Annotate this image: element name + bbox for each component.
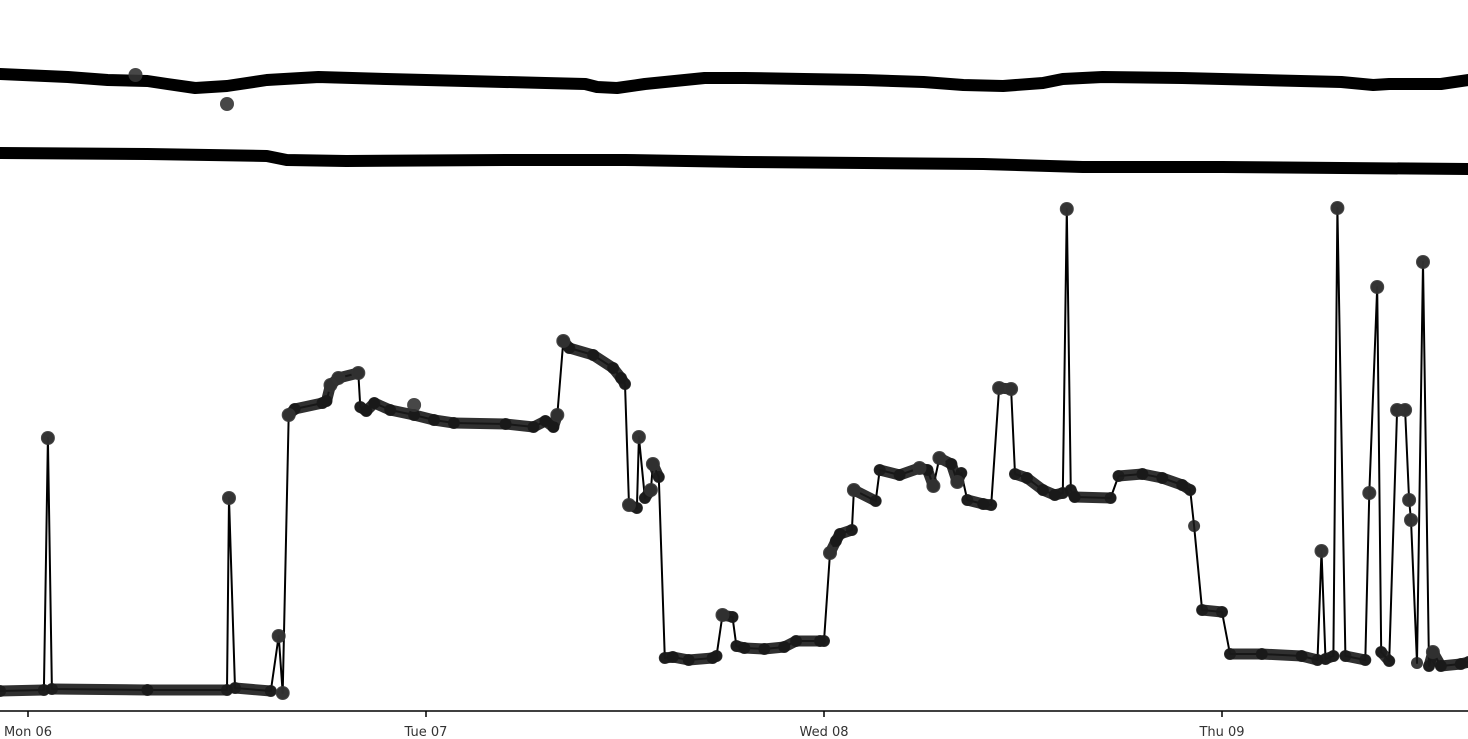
- series-3-band-90: [1176, 479, 1196, 496]
- series-3-marker-1: [222, 491, 236, 505]
- series-3-marker-33: [1416, 255, 1430, 269]
- series-3-marker-31: [1402, 493, 1417, 507]
- series-3-marker-32: [1404, 513, 1418, 527]
- series-3-marker-12: [631, 430, 646, 444]
- series-3-band-93: [1196, 604, 1228, 618]
- series-3-marker-6: [331, 371, 346, 385]
- series-3-band-85: [1069, 491, 1117, 504]
- series-3-band-74: [977, 498, 997, 511]
- series-layer: [0, 68, 1468, 700]
- series-3-point-91: [1188, 520, 1201, 532]
- series-3-marker-28: [1370, 280, 1385, 294]
- series-3-band-96: [1256, 648, 1308, 662]
- series-3-marker-21: [950, 475, 965, 489]
- series-3-marker-24: [1059, 202, 1074, 216]
- series-3-band-81: [1049, 487, 1069, 501]
- series-3-marker-27: [1362, 486, 1377, 500]
- x-tick-label-1: Tue 07: [404, 725, 448, 739]
- series-3-band-35: [615, 372, 631, 390]
- series-1-marker-0: [128, 68, 143, 82]
- series-3-marker-20: [932, 451, 947, 465]
- series-3-marker-23: [1004, 382, 1019, 396]
- x-tick-label-2: Wed 08: [799, 725, 848, 739]
- series-3-marker-19: [926, 479, 941, 493]
- series-3-band-100: [1320, 650, 1339, 665]
- series-3-marker-14: [645, 457, 660, 471]
- series-3-band-118: [1455, 656, 1468, 670]
- series-3-marker-17: [846, 483, 861, 497]
- series-3-band-1: [0, 684, 50, 697]
- series-3-marker-9: [550, 408, 565, 422]
- x-tick-label-3: Thu 09: [1198, 725, 1244, 739]
- series-3-marker-0: [40, 431, 55, 445]
- series-1-marker-1: [220, 97, 234, 111]
- series-3-marker-8: [407, 398, 422, 412]
- series-3-band-107: [1375, 646, 1395, 667]
- series-3-marker-2: [271, 629, 286, 643]
- series-3-marker-3: [275, 686, 290, 700]
- series-3-point-112: [1411, 657, 1423, 669]
- series-3-marker-10: [556, 334, 571, 348]
- series-3-marker-13: [643, 483, 658, 497]
- series-3-marker-25: [1314, 544, 1329, 558]
- series-3-marker-22: [992, 381, 1007, 395]
- series-3-marker-4: [281, 408, 296, 422]
- series-3-band-47: [707, 650, 722, 664]
- x-tick-label-0: Mon 06: [4, 725, 52, 739]
- series-3-band-8: [229, 682, 277, 697]
- series-3-marker-30: [1398, 403, 1413, 417]
- series-3-marker-18: [912, 461, 927, 475]
- series-3-band-97: [1296, 650, 1323, 666]
- series-3-marker-16: [823, 546, 837, 560]
- series-3-marker-7: [351, 366, 366, 380]
- series-line-1: [0, 68, 1468, 94]
- series-3-marker-15: [715, 608, 730, 622]
- series-3-band-25: [448, 417, 512, 430]
- x-axis: Mon 06 Tue 07 Wed 08 Thu 09: [0, 710, 1468, 739]
- series-3-band-4: [46, 683, 153, 696]
- series-3-band-103: [1339, 650, 1371, 666]
- series-line-2: [0, 147, 1468, 175]
- series-3-marker-11: [622, 498, 636, 512]
- series-3-band-60: [834, 524, 858, 540]
- series-3-marker-26: [1330, 201, 1345, 215]
- series-3-marker-34: [1425, 645, 1440, 659]
